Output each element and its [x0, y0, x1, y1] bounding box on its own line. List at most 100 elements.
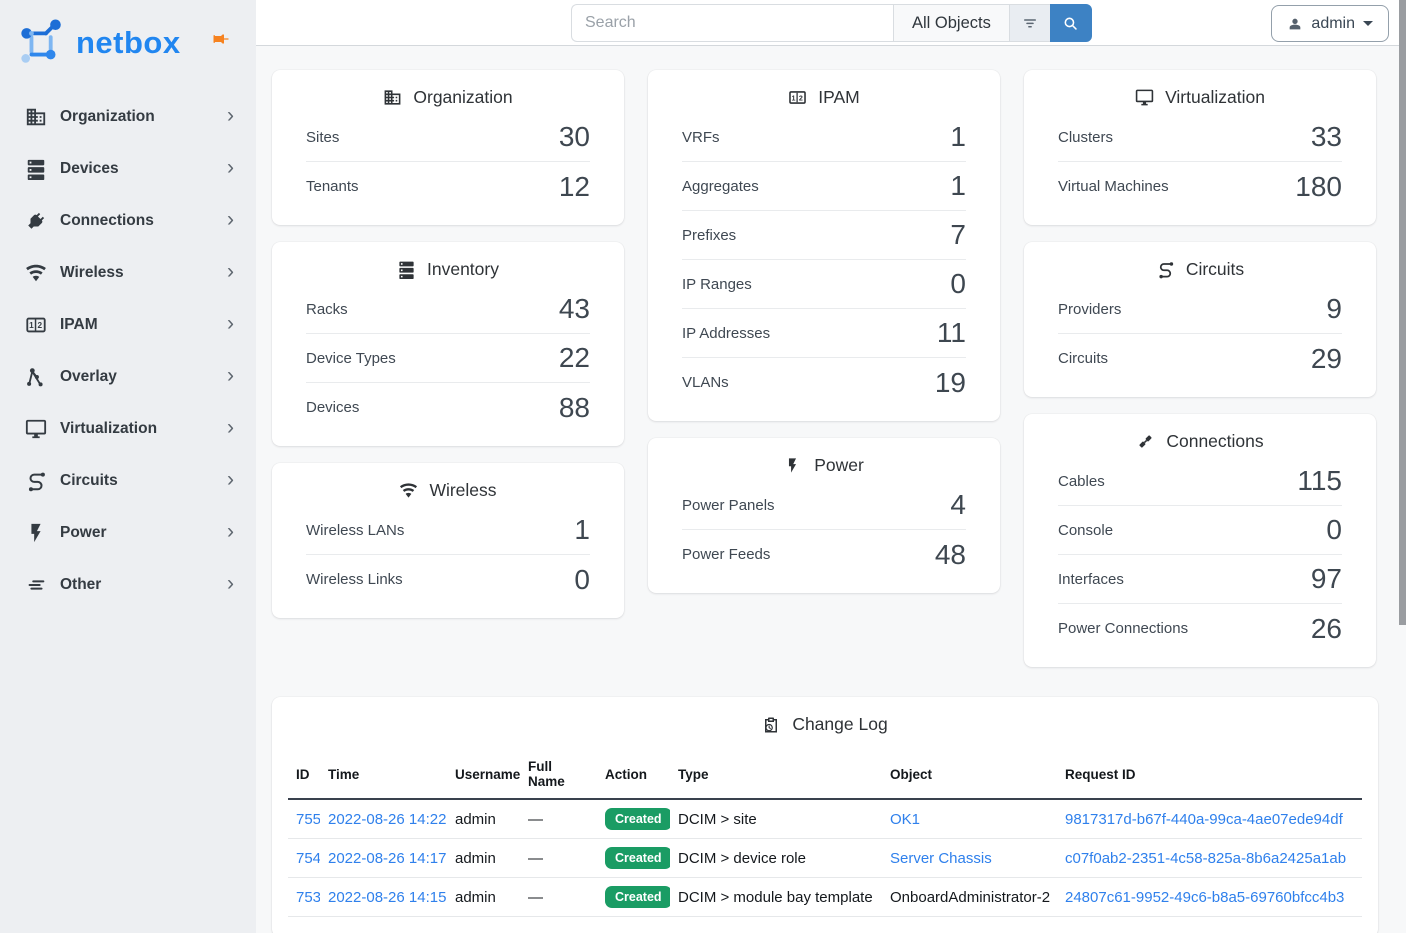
stat-value[interactable]: 1: [950, 121, 966, 152]
changelog-requestid-link[interactable]: c07f0ab2-2351-4c58-825a-8b6a2425a1ab: [1065, 849, 1347, 867]
sidebar-item-virtualization[interactable]: Virtualization ›: [12, 409, 244, 449]
stat-label: Interfaces: [1058, 570, 1124, 588]
wifi-icon: [24, 261, 48, 285]
stat-value[interactable]: 88: [558, 391, 590, 423]
netbox-logo-icon: [18, 18, 68, 68]
changelog-object-link[interactable]: Server Chassis: [890, 849, 992, 867]
stat-value[interactable]: 26: [1310, 612, 1342, 644]
changelog-object-link[interactable]: OK1: [890, 810, 921, 828]
sidebar-item-organization[interactable]: Organization ›: [12, 97, 244, 137]
stat-value[interactable]: 1: [574, 514, 590, 545]
chevron-right-icon: ›: [227, 208, 234, 231]
stat-label: Wireless Links: [306, 571, 403, 588]
building-icon: [24, 105, 48, 129]
col-header-fullname: Full Name: [520, 750, 597, 800]
changelog-id-link[interactable]: 754: [296, 849, 320, 867]
stat-value[interactable]: 12: [558, 170, 590, 202]
search-submit-button[interactable]: [1049, 4, 1092, 42]
stat-value[interactable]: 1: [950, 170, 966, 201]
changelog-username: admin: [455, 810, 496, 828]
wireless-card: Wireless Wireless LANs 1 Wireless Links …: [272, 463, 624, 618]
sidebar-item-wireless[interactable]: Wireless ›: [12, 253, 244, 293]
stat-value[interactable]: 33: [1310, 121, 1342, 152]
stat-value[interactable]: 180: [1295, 170, 1342, 202]
search-scope-button[interactable]: All Objects: [893, 4, 1009, 42]
stat-value[interactable]: 43: [558, 293, 590, 324]
card-title: IPAM: [818, 87, 860, 107]
topbar: All Objects admin: [256, 0, 1406, 46]
stat-value[interactable]: 29: [1310, 342, 1342, 374]
stat-value[interactable]: 11: [936, 317, 966, 348]
user-menu-button[interactable]: admin: [1271, 5, 1389, 42]
chevron-right-icon: ›: [227, 104, 234, 127]
sidebar: netbox Organization › Devices › Conn: [0, 0, 256, 933]
changelog-requestid-link[interactable]: 24807c61-9952-49c6-b8a5-69760bfcc4b3: [1065, 888, 1345, 906]
stat-label: Clusters: [1058, 128, 1114, 146]
stat-label: VRFs: [682, 128, 720, 146]
main-area: All Objects admin: [256, 0, 1406, 933]
changelog-id-link[interactable]: 755: [296, 810, 320, 828]
stat-value[interactable]: 9: [1326, 293, 1342, 324]
stat-value[interactable]: 115: [1297, 465, 1342, 496]
stat-label: VLANs: [682, 374, 729, 391]
stat-label: Aggregates: [682, 177, 759, 195]
sidebar-nav: Organization › Devices › Connections › W…: [0, 97, 256, 605]
changelog-type: DCIM > device role: [678, 849, 806, 867]
brand-wordmark: netbox: [76, 24, 181, 60]
stat-rows: Clusters 33 Virtual Machines 180: [1024, 113, 1376, 225]
card-title: Change Log: [792, 714, 888, 734]
filter-button[interactable]: [1008, 4, 1050, 42]
changelog-time-link[interactable]: 2022-08-26 14:22: [328, 810, 447, 828]
stat-row: Power Panels 4: [682, 481, 966, 530]
col-header-action: Action: [597, 750, 670, 800]
stat-value[interactable]: 97: [1310, 563, 1342, 594]
stat-label: Circuits: [1058, 350, 1109, 367]
col-header-id: ID: [288, 750, 320, 800]
grid-column-1: Organization Sites 30 Tenants 12: [272, 70, 624, 667]
stat-value[interactable]: 0: [1326, 514, 1342, 545]
pin-sidebar-icon[interactable]: [212, 30, 230, 48]
stat-label: IP Ranges: [682, 275, 752, 293]
changelog-time-link[interactable]: 2022-08-26 14:17: [328, 849, 447, 867]
stat-rows: Wireless LANs 1 Wireless Links 0: [272, 506, 624, 618]
stat-value[interactable]: 4: [950, 489, 966, 520]
sidebar-header: netbox: [0, 0, 256, 85]
virtualization-card: Virtualization Clusters 33 Virtual Machi…: [1024, 70, 1376, 225]
stat-value[interactable]: 0: [950, 268, 966, 299]
stat-row: Racks 43: [306, 285, 590, 334]
sidebar-item-overlay[interactable]: Overlay ›: [12, 357, 244, 397]
transit-icon: [24, 469, 48, 493]
card-header: Change Log: [272, 697, 1378, 740]
changelog-requestid-link[interactable]: 9817317d-b67f-440a-99ca-4ae07ede94df: [1065, 810, 1343, 828]
stat-row: Sites 30: [306, 113, 590, 162]
stat-label: Racks: [306, 300, 348, 318]
sidebar-item-other[interactable]: Other ›: [12, 565, 244, 605]
sidebar-item-circuits[interactable]: Circuits ›: [12, 461, 244, 501]
col-header-type: Type: [670, 750, 882, 800]
changelog-time-link[interactable]: 2022-08-26 14:15: [328, 888, 447, 906]
search-input[interactable]: [571, 4, 893, 42]
sidebar-item-connections[interactable]: Connections ›: [12, 201, 244, 241]
stat-label: Device Types: [306, 349, 396, 367]
changelog-type: DCIM > site: [678, 810, 757, 828]
stat-value[interactable]: 19: [934, 366, 966, 398]
stat-value[interactable]: 22: [558, 342, 590, 373]
stat-value[interactable]: 7: [950, 219, 966, 250]
scrollbar-thumb[interactable]: [1399, 0, 1406, 625]
stat-value[interactable]: 30: [558, 121, 590, 152]
stat-row: Circuits 29: [1058, 334, 1342, 383]
lines-icon: [24, 573, 48, 597]
changelog-id-link[interactable]: 753: [296, 888, 320, 906]
sidebar-item-label: Power: [60, 524, 107, 541]
stat-value[interactable]: 0: [574, 563, 590, 595]
stat-row: Power Connections 26: [1058, 604, 1342, 653]
sidebar-item-devices[interactable]: Devices ›: [12, 149, 244, 189]
stat-row: Prefixes 7: [682, 211, 966, 260]
col-header-requestid: Request ID: [1057, 750, 1362, 800]
stat-rows: Power Panels 4 Power Feeds 48: [648, 481, 1000, 593]
card-header: Wireless: [272, 463, 624, 506]
stat-value[interactable]: 48: [934, 538, 966, 570]
chevron-right-icon: ›: [227, 260, 234, 283]
sidebar-item-power[interactable]: Power ›: [12, 513, 244, 553]
